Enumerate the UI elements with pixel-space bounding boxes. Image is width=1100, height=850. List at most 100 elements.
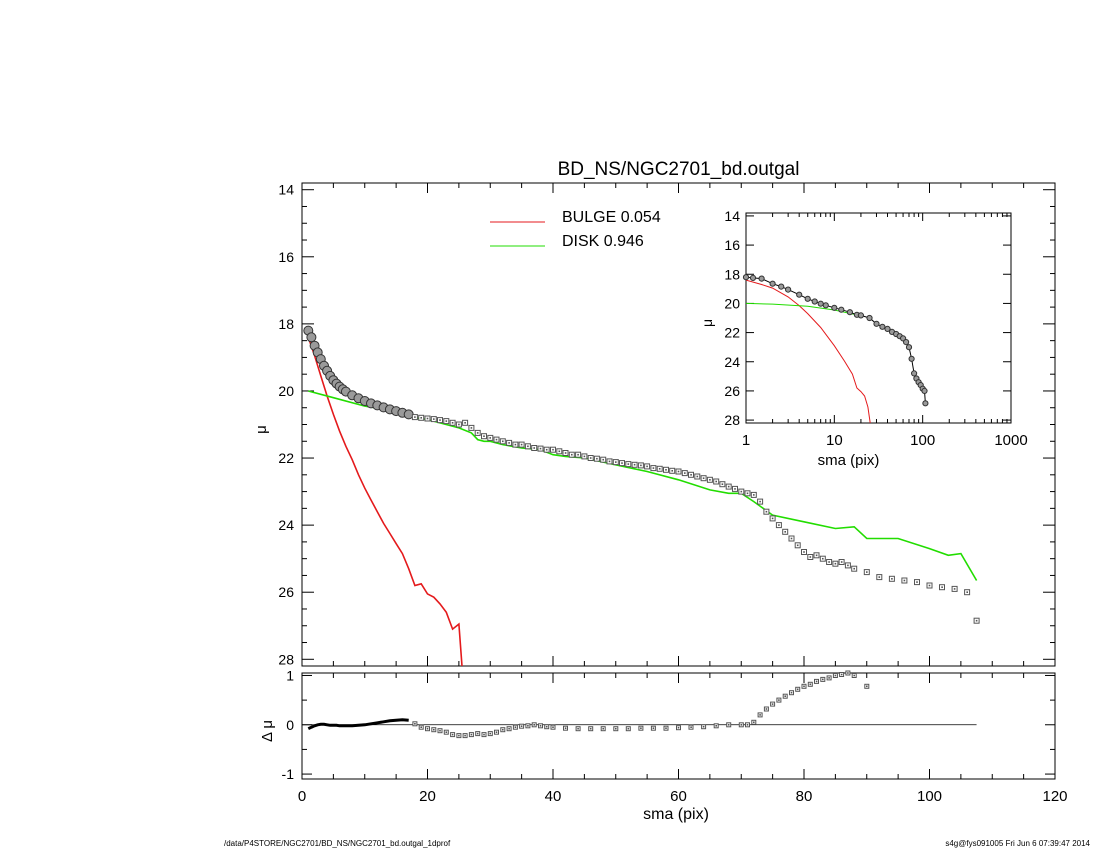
- inset-observed-point: [822, 302, 829, 309]
- observed-profile-point-core: [583, 455, 586, 458]
- residual-point-core: [759, 714, 761, 716]
- y-tick-label: 16: [278, 249, 294, 265]
- x-tick-label: 40: [545, 788, 562, 805]
- inset-observed-point: [911, 370, 918, 377]
- y-tick-label: 22: [278, 450, 294, 466]
- x-tick-label: 120: [1042, 788, 1067, 805]
- inset-observed-point: [908, 355, 915, 362]
- observed-profile-point-core: [640, 464, 642, 467]
- residual-point-core: [746, 724, 749, 726]
- observed-profile-point-core: [941, 586, 943, 588]
- observed-profile-point-core: [740, 490, 743, 493]
- observed-profile-point-core: [426, 417, 429, 420]
- residual-point-core: [445, 731, 448, 733]
- observed-profile-point-core: [665, 469, 667, 471]
- bulge-model-line: [307, 337, 463, 666]
- observed-profile-point-core: [847, 564, 849, 567]
- observed-profile-dense-point: [306, 332, 317, 343]
- residual-point-core: [470, 733, 473, 736]
- observed-profile-point-core: [966, 591, 968, 593]
- observed-profile-point-core: [608, 460, 611, 463]
- observed-profile-point-core: [589, 457, 592, 459]
- observed-profile-point-core: [878, 576, 881, 578]
- residual-point-core: [834, 674, 837, 677]
- residual-point-core: [784, 695, 786, 697]
- resid-y-axis-label: Δ μ: [259, 720, 276, 742]
- observed-profile-point-core: [489, 437, 491, 439]
- legend-disk-label: DISK 0.946: [562, 233, 644, 250]
- observed-profile-point-core: [564, 452, 567, 454]
- residual-point-core: [677, 726, 680, 729]
- inset-x-tick-label: 100: [910, 432, 935, 449]
- observed-profile-point-core: [822, 557, 824, 560]
- observed-profile-point-core: [652, 467, 655, 469]
- observed-profile-point-core: [445, 420, 448, 422]
- inset-observed-point: [749, 274, 757, 281]
- observed-profile-point-core: [790, 537, 793, 540]
- observed-profile-point-core: [759, 500, 761, 503]
- observed-profile-point-core: [715, 480, 717, 483]
- observed-profile-point-core: [727, 485, 730, 488]
- observed-profile-point-core: [577, 453, 579, 456]
- main-profile-panel: BD_NS/NGC2701_bd.outgal 14 16 18 20 22 24 26 28 μ…: [253, 159, 1056, 667]
- observed-profile-point-core: [514, 443, 517, 446]
- y-tick-label: 18: [278, 316, 294, 332]
- y-tick-label: 20: [278, 383, 294, 399]
- observed-profile-point-core: [709, 479, 711, 481]
- observed-profile-point-core: [433, 418, 435, 420]
- inset-observed-point: [903, 339, 910, 346]
- residual-point-core: [508, 727, 510, 730]
- observed-profile-point-core: [928, 584, 931, 587]
- residual-point-core: [778, 699, 780, 701]
- residual-point-core: [545, 725, 548, 728]
- residual-point-core: [589, 727, 592, 730]
- observed-profile-point-core: [853, 567, 855, 570]
- residual-point-core: [822, 678, 824, 681]
- observed-profile-point-core: [753, 494, 755, 496]
- observed-profile-point-core: [796, 544, 799, 547]
- inset-plot-frame: [745, 212, 1012, 424]
- residual-point-core: [439, 729, 441, 732]
- observed-profile-point-core: [539, 447, 542, 450]
- observed-profile-point-core: [903, 579, 906, 582]
- inset-observed-point: [838, 306, 845, 313]
- observed-profile-point-core: [771, 517, 774, 520]
- residual-dense-curve: [307, 718, 409, 731]
- inset-observed-point: [742, 274, 750, 281]
- inset-observed-point: [796, 291, 803, 298]
- inset-y-tick-label: 22: [724, 325, 740, 341]
- observed-profile-point-core: [571, 453, 573, 456]
- residual-point-core: [715, 725, 717, 727]
- observed-profile-dense-point: [403, 409, 414, 420]
- residual-point-core: [495, 731, 498, 733]
- inset-observed-point: [804, 295, 811, 302]
- residual-point-core: [840, 673, 843, 676]
- observed-profile-point-core: [891, 578, 893, 580]
- resid-y-tick-label: 1: [286, 667, 294, 683]
- observed-profile-point-core: [502, 440, 504, 443]
- inset-x-axis-label: sma (pix): [818, 452, 880, 469]
- inset-y-tick-label: 28: [724, 412, 740, 428]
- observed-profile-point-core: [451, 422, 454, 424]
- observed-profile-point-core: [439, 419, 441, 421]
- observed-profile-point-core: [615, 461, 617, 463]
- inset-observed-point: [831, 304, 838, 311]
- inset-y-axis-label: μ: [699, 319, 715, 327]
- x-tick-label: 60: [670, 788, 687, 805]
- observed-profile-point-core: [778, 524, 780, 526]
- observed-profile-point-core: [953, 588, 956, 590]
- residual-point-core: [690, 726, 692, 728]
- residual-point-core: [451, 733, 454, 736]
- chart-title: BD_NS/NGC2701_bd.outgal: [558, 159, 800, 180]
- residual-point-core: [483, 733, 485, 736]
- observed-profile-point-core: [677, 470, 680, 473]
- inset-log-panel: 14 16 18 20 22 24 26 281 10 100 1000 sma (pix) μ: [699, 208, 1028, 469]
- residual-point-core: [577, 727, 579, 730]
- y-tick-label: 24: [278, 517, 294, 533]
- observed-profile-point-core: [621, 462, 623, 464]
- legend-bulge-label: BULGE 0.054: [562, 209, 661, 226]
- residual-point-core: [790, 691, 793, 694]
- residual-point-core: [815, 680, 818, 683]
- residual-point-core: [809, 683, 812, 686]
